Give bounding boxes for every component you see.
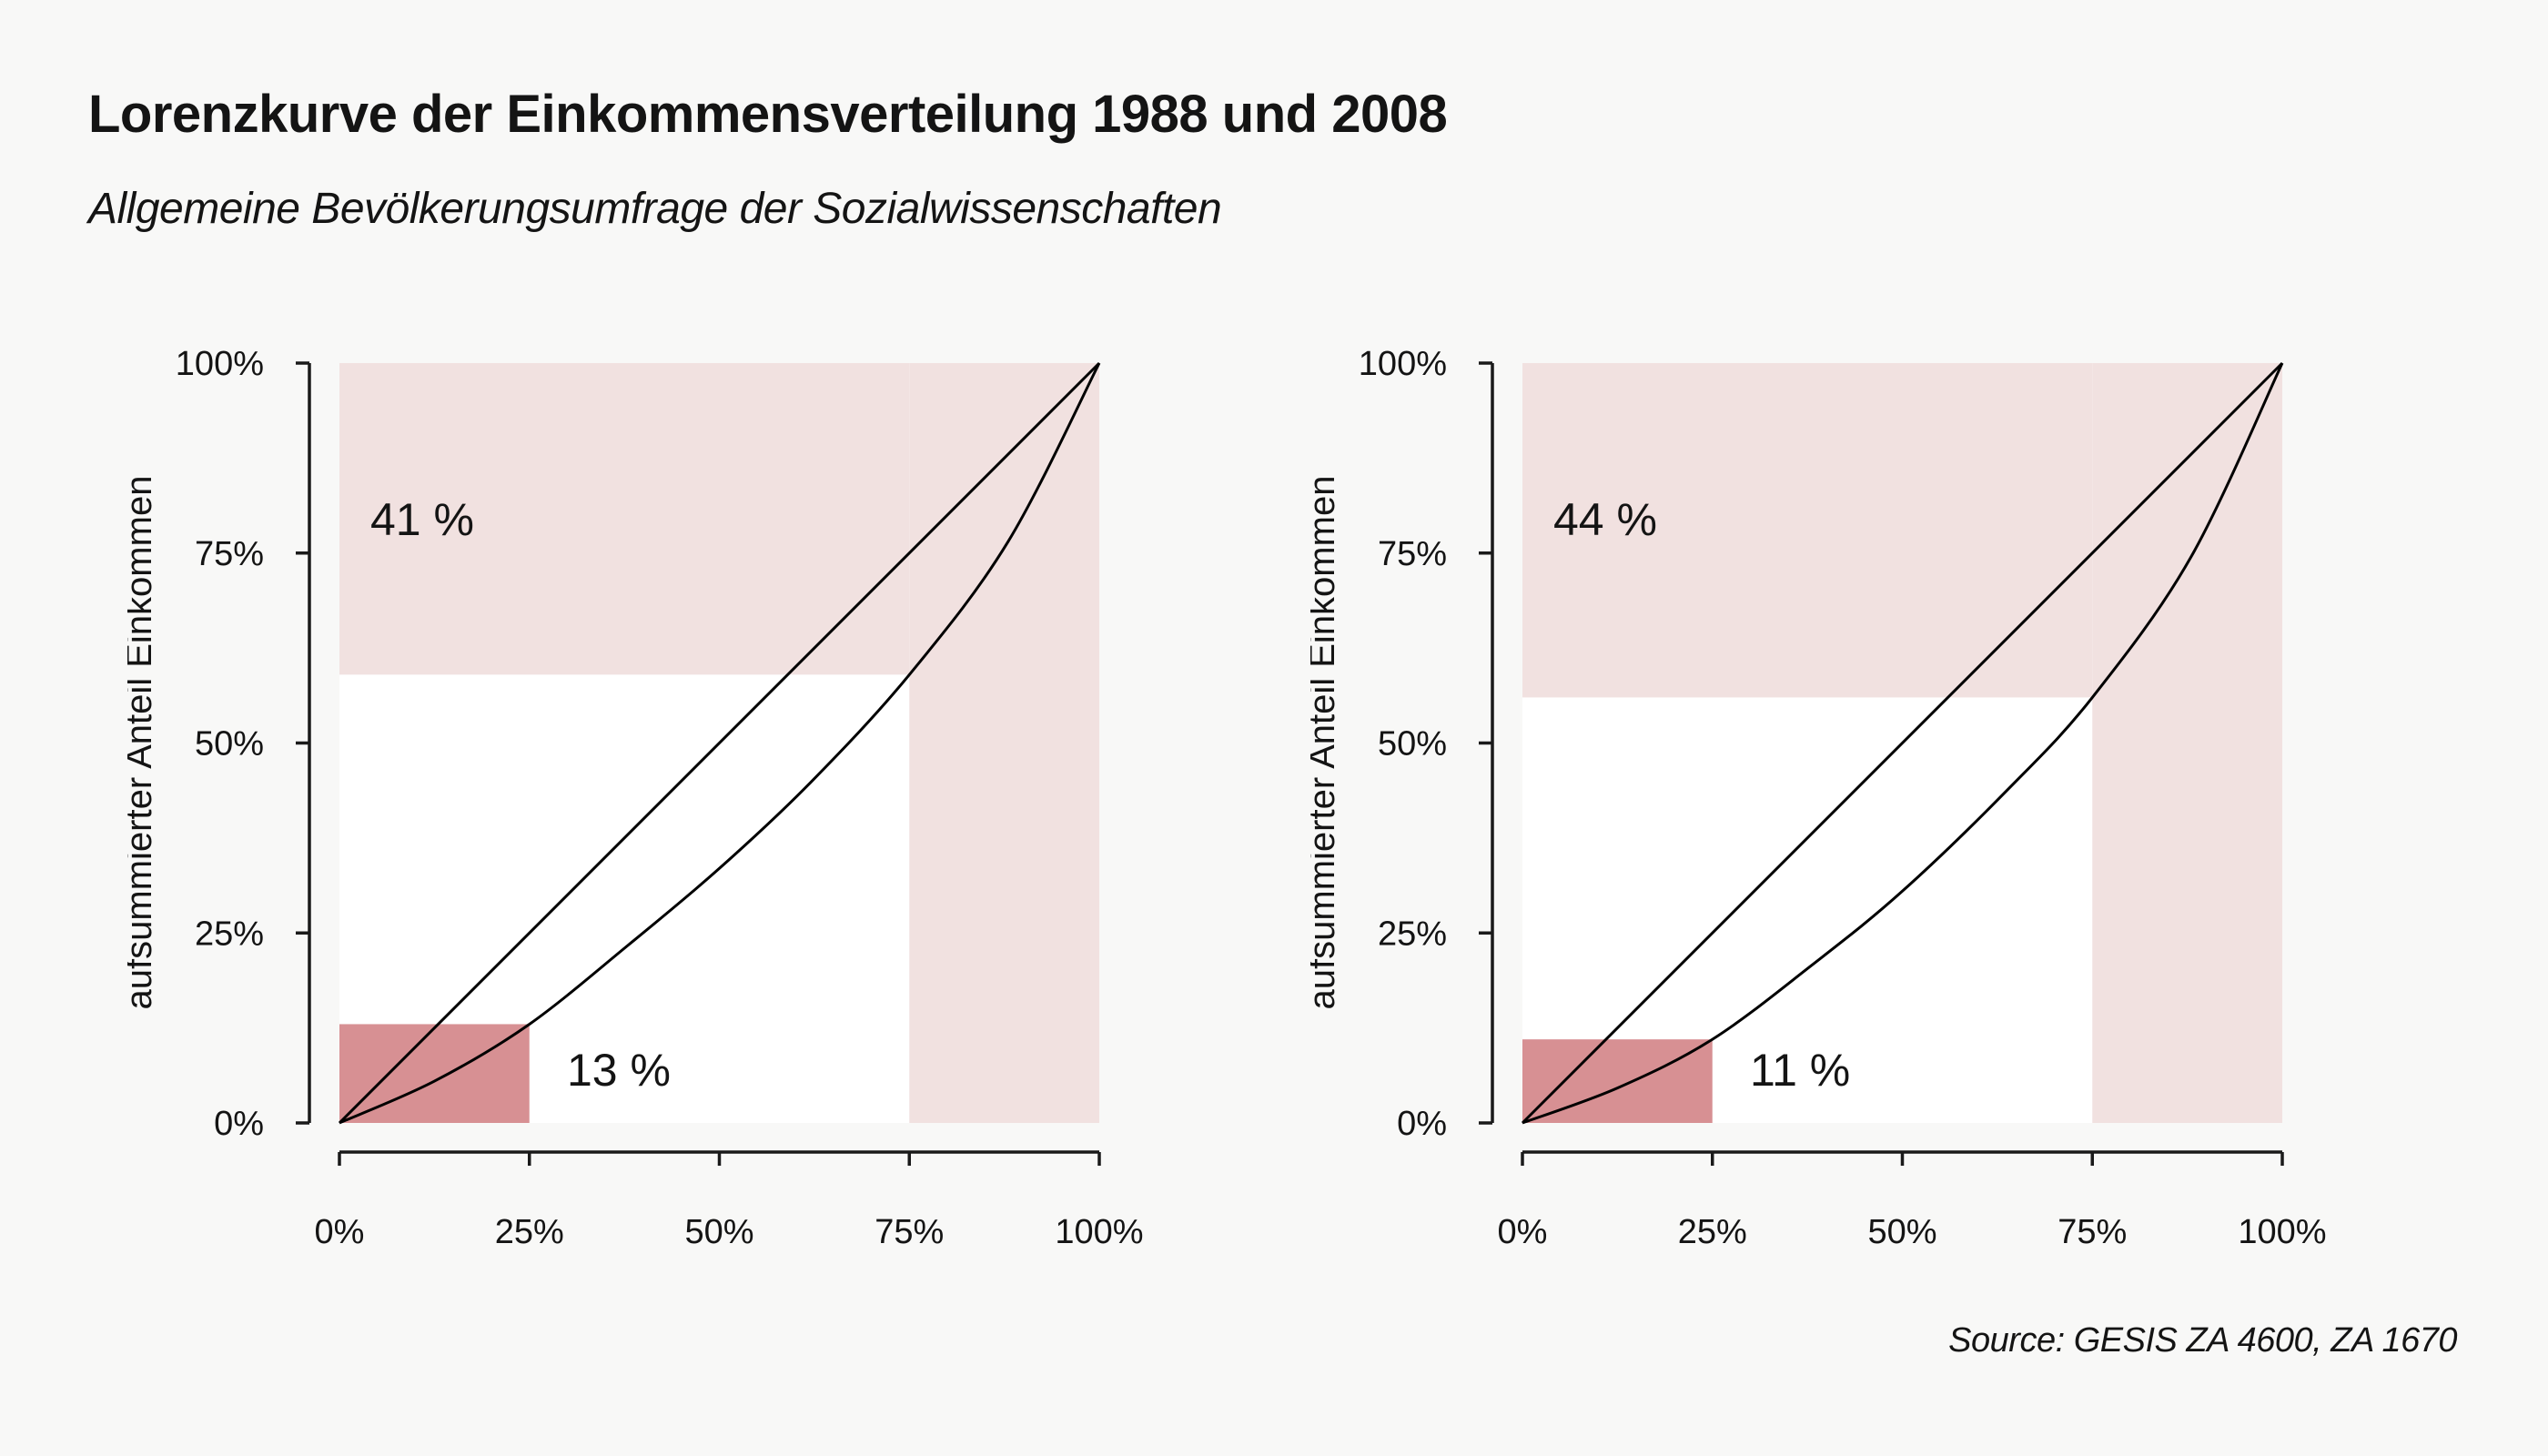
poorest-share-annotation: 13 % [567, 1045, 671, 1096]
x-tick-label: 50% [1867, 1213, 1936, 1251]
y-axis: 0% 25% 50% 75% 100% [1359, 345, 1494, 1143]
x-axis: 0% 25% 50% 75% 100% [1498, 1150, 2327, 1251]
x-tick-label: 100% [2238, 1213, 2326, 1251]
x-tick-label: 75% [2058, 1213, 2127, 1251]
poorest-quarter-region [339, 1024, 530, 1123]
richest-quarter-income-region [339, 363, 910, 675]
lorenz-curve [1522, 362, 2284, 1125]
y-axis-title: aufsummierter Anteil Einkommen [127, 476, 159, 1010]
y-tick-label: 50% [1378, 725, 1447, 763]
chart-canvas: 0% 25% 50% 75% 100% 0% 25% 50% 75% 100% aufsummier… [1302, 345, 2327, 1251]
x-tick-label: 25% [1678, 1213, 1747, 1251]
page-title: Lorenzkurve der Einkommensverteilung 198… [88, 85, 1448, 144]
poorest-quarter-region [1522, 1039, 1713, 1123]
y-tick-label: 0% [1397, 1105, 1447, 1143]
y-axis: 0% 25% 50% 75% 100% [176, 345, 311, 1143]
equality-line [1521, 361, 2284, 1125]
richest-quarter-population-region [909, 363, 1099, 1123]
x-tick-label: 0% [315, 1213, 365, 1251]
richest-share-annotation: 41 % [370, 494, 474, 545]
y-tick-label: 100% [1359, 345, 1447, 383]
y-tick-label: 25% [195, 915, 264, 953]
equality-line [338, 361, 1101, 1125]
x-tick-label: 100% [1055, 1213, 1143, 1251]
richest-quarter-income-region [1522, 363, 2093, 698]
x-axis: 0% 25% 50% 75% 100% [315, 1150, 1144, 1251]
poorest-share-annotation: 11 % [1750, 1045, 1850, 1096]
x-tick-label: 25% [495, 1213, 564, 1251]
y-tick-label: 25% [1378, 915, 1447, 953]
x-tick-label: 0% [1498, 1213, 1548, 1251]
y-tick-label: 75% [195, 535, 264, 573]
y-tick-label: 0% [214, 1105, 264, 1143]
richest-quarter-population-region [2092, 363, 2282, 1123]
y-tick-label: 100% [176, 345, 264, 383]
y-tick-label: 50% [195, 725, 264, 763]
lorenz-curve [339, 362, 1101, 1125]
x-tick-label: 50% [684, 1213, 753, 1251]
y-axis-title: aufsummierter Anteil Einkommen [1310, 476, 1342, 1010]
source-note: Source: GESIS ZA 4600, ZA 1670 [1948, 1321, 2457, 1360]
lorenz-chart-1988: 0% 25% 50% 75% 100% 0% 25% 50% 75% 100% aufsummier… [119, 342, 1201, 1270]
y-tick-label: 75% [1378, 535, 1447, 573]
x-tick-label: 75% [875, 1213, 944, 1251]
page-subtitle: Allgemeine Bevölkerungsumfrage der Sozia… [88, 185, 1222, 233]
richest-share-annotation: 44 % [1553, 494, 1657, 545]
lorenz-chart-2008: 0% 25% 50% 75% 100% 0% 25% 50% 75% 100% aufsummier… [1302, 342, 2384, 1270]
chart-canvas: 0% 25% 50% 75% 100% 0% 25% 50% 75% 100% aufsummier… [119, 345, 1144, 1251]
